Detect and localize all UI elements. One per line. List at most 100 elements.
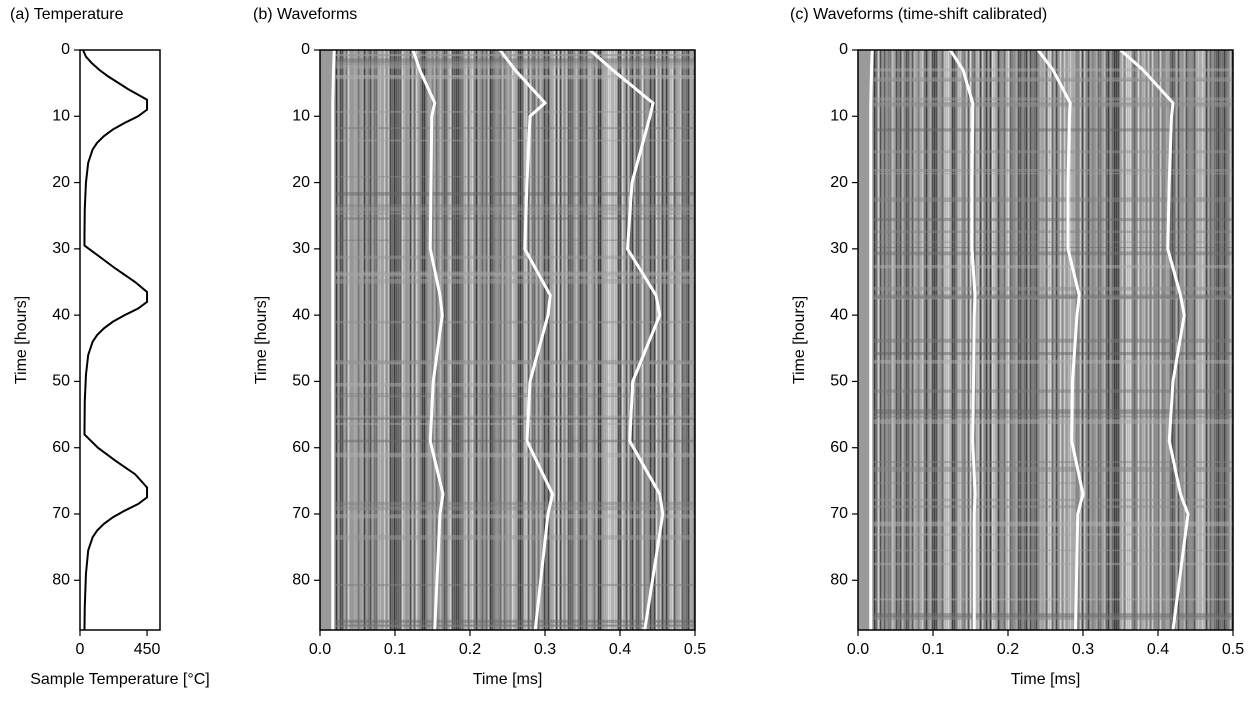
waveform-stripe — [665, 50, 668, 630]
y-tick-label: 80 — [830, 572, 848, 589]
y-tick-label: 60 — [830, 439, 848, 456]
waveform-stripe — [413, 50, 416, 630]
waveform-stripe — [607, 50, 610, 630]
waveform-stripe — [479, 50, 482, 630]
waveform-stripe — [389, 50, 392, 630]
waveform-stripe — [505, 50, 508, 630]
y-tick-label: 60 — [52, 439, 70, 456]
waveform-stripe — [605, 50, 608, 630]
waveform-stripe — [509, 50, 512, 630]
waveform-band — [873, 598, 1233, 601]
waveform-stripe — [391, 50, 394, 630]
waveform-band — [873, 359, 1233, 364]
waveform-stripe — [537, 50, 540, 630]
waveform-stripe — [657, 50, 660, 630]
waveform-band — [873, 246, 1233, 249]
waveform-band — [873, 351, 1233, 356]
waveform-stripe — [683, 50, 686, 630]
waveform-stripe — [345, 50, 348, 630]
waveform-band — [873, 338, 1233, 343]
arrival-line — [331, 50, 336, 630]
waveform-band — [335, 192, 695, 196]
waveform-stripe — [667, 50, 670, 630]
waveform-stripe — [447, 50, 450, 630]
waveform-stripe — [457, 50, 460, 630]
waveform-band — [335, 452, 695, 458]
waveform-stripe — [513, 50, 516, 630]
plot-area — [858, 50, 1233, 630]
waveform-stripe — [655, 50, 658, 630]
waveform-stripe — [445, 50, 448, 630]
waveform-band — [335, 61, 695, 65]
waveform-stripe — [471, 50, 474, 630]
waveform-stripe — [343, 50, 346, 630]
waveform-band — [873, 498, 1233, 502]
x-tick-label: 0.2 — [997, 641, 1019, 658]
waveform-stripe — [543, 50, 546, 630]
x-tick-label: 0.0 — [847, 641, 869, 658]
waveform-stripe — [363, 50, 366, 630]
waveform-stripe — [361, 50, 364, 630]
waveform-stripe — [577, 50, 580, 630]
waveform-stripe — [351, 50, 354, 630]
waveform-stripe — [493, 50, 496, 630]
waveform-band — [873, 613, 1233, 618]
x-tick-label: 0 — [76, 641, 85, 658]
waveform-band — [335, 217, 695, 220]
waveform-stripe — [557, 50, 560, 630]
waveform-stripe — [475, 50, 478, 630]
waveform-stripe — [349, 50, 352, 630]
waveform-stripe — [639, 50, 642, 630]
waveform-band — [335, 619, 695, 624]
waveform-stripe — [689, 50, 692, 630]
waveform-stripe — [383, 50, 386, 630]
waveform-stripe — [375, 50, 378, 630]
waveform-band — [335, 624, 695, 628]
waveform-band — [335, 204, 695, 207]
waveform-stripe — [599, 50, 602, 630]
waveform-band — [335, 278, 695, 284]
y-tick-label: 0 — [301, 41, 310, 58]
waveform-stripe — [521, 50, 524, 630]
waveform-stripe — [465, 50, 468, 630]
waveform-stripe — [619, 50, 622, 630]
waveform-stripe — [359, 50, 362, 630]
waveform-stripe — [421, 50, 424, 630]
waveform-band — [873, 217, 1233, 222]
waveform-stripe — [401, 50, 404, 630]
waveform-stripe — [481, 50, 484, 630]
waveform-stripe — [535, 50, 538, 630]
waveform-stripe — [489, 50, 492, 630]
waveform-band — [873, 415, 1233, 418]
waveform-stripe — [565, 50, 568, 630]
waveform-stripe — [549, 50, 552, 630]
waveform-stripe — [589, 50, 592, 630]
waveform-stripe — [573, 50, 576, 630]
waveform-band — [335, 320, 695, 324]
waveform-stripe — [373, 50, 376, 630]
x-tick-label: 0.1 — [384, 641, 406, 658]
waveform-band — [873, 389, 1233, 393]
waveform-stripe — [429, 50, 432, 630]
waveform-band — [335, 58, 695, 63]
waveform-band — [873, 97, 1233, 101]
x-axis-label: Time [ms] — [473, 671, 543, 688]
waveform-stripe — [473, 50, 476, 630]
x-tick-label: 0.4 — [1147, 641, 1169, 658]
y-tick-label: 40 — [830, 306, 848, 323]
y-tick-label: 50 — [830, 373, 848, 390]
waveform-stripe — [611, 50, 614, 630]
y-tick-label: 50 — [292, 373, 310, 390]
x-tick-label: 450 — [134, 641, 161, 658]
waveform-stripe — [527, 50, 530, 630]
waveform-band — [873, 409, 1233, 415]
waveform-stripe — [455, 50, 458, 630]
waveform-band — [873, 286, 1233, 291]
y-tick-label: 70 — [292, 505, 310, 522]
waveform-stripe — [407, 50, 410, 630]
waveform-band — [873, 294, 1233, 299]
x-tick-label: 0.3 — [534, 641, 556, 658]
waveform-stripe — [685, 50, 688, 630]
waveform-stripe — [443, 50, 446, 630]
